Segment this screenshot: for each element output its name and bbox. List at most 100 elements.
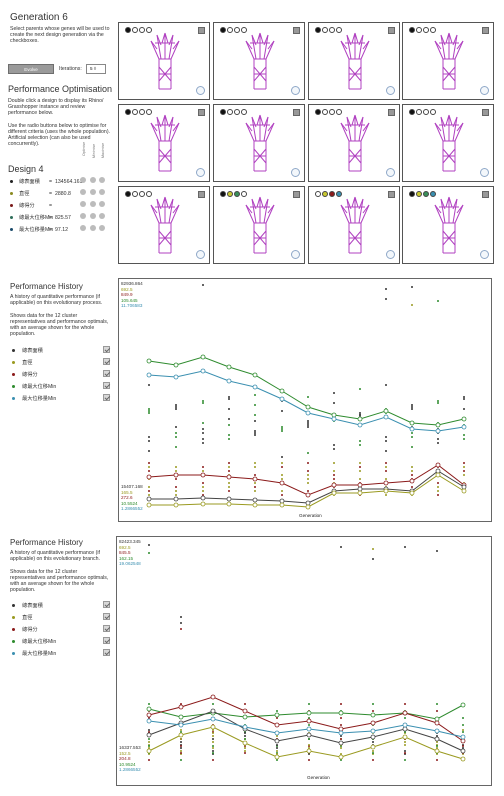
select-checkbox[interactable] bbox=[293, 27, 300, 34]
select-checkbox[interactable] bbox=[198, 191, 205, 198]
scatter-point bbox=[148, 462, 150, 464]
optimise-radio[interactable] bbox=[80, 189, 86, 195]
scatter-point bbox=[437, 442, 439, 444]
design-card[interactable] bbox=[118, 186, 210, 264]
scatter-point bbox=[281, 426, 283, 428]
series-marker bbox=[305, 410, 311, 416]
optimise-radio[interactable] bbox=[80, 177, 86, 183]
legend-label: 總表面積 bbox=[22, 603, 43, 609]
scatter-point bbox=[254, 414, 256, 416]
maximise-radio[interactable] bbox=[99, 225, 105, 231]
legend-checkbox[interactable] bbox=[103, 637, 110, 644]
select-checkbox[interactable] bbox=[198, 27, 205, 34]
scatter-point bbox=[463, 396, 465, 398]
select-checkbox[interactable] bbox=[482, 191, 489, 198]
view-icon[interactable] bbox=[480, 168, 489, 177]
design-structure-icon bbox=[434, 114, 464, 172]
design-structure-icon bbox=[340, 196, 370, 254]
series-marker bbox=[435, 428, 441, 434]
series-marker bbox=[305, 492, 311, 498]
maximise-radio[interactable] bbox=[99, 213, 105, 219]
select-checkbox[interactable] bbox=[293, 109, 300, 116]
view-icon[interactable] bbox=[196, 250, 205, 259]
optimise-radio[interactable] bbox=[80, 213, 86, 219]
select-checkbox[interactable] bbox=[293, 191, 300, 198]
legend-checkbox[interactable] bbox=[103, 649, 110, 656]
scatter-point bbox=[180, 703, 182, 705]
minimise-radio[interactable] bbox=[90, 189, 96, 195]
metric-equals: = bbox=[49, 215, 53, 221]
evolve-button[interactable]: Evolve bbox=[8, 64, 54, 74]
history2-chart: 82423.345 692.5 845.5 162.15 19.062548 16337… bbox=[116, 536, 492, 786]
scatter-point bbox=[385, 298, 387, 300]
maximise-radio[interactable] bbox=[99, 177, 105, 183]
legend-checkbox[interactable] bbox=[103, 382, 110, 389]
series-marker bbox=[434, 720, 440, 726]
maximise-radio[interactable] bbox=[99, 201, 105, 207]
scatter-point bbox=[212, 738, 214, 740]
view-icon[interactable] bbox=[196, 168, 205, 177]
legend-checkbox[interactable] bbox=[103, 625, 110, 632]
status-dot bbox=[234, 109, 240, 115]
minimise-radio[interactable] bbox=[90, 225, 96, 231]
minimise-radio[interactable] bbox=[90, 201, 96, 207]
scatter-point bbox=[385, 494, 387, 496]
axis-value-label: 849.9 bbox=[121, 292, 133, 297]
optimise-radio[interactable] bbox=[80, 201, 86, 207]
minimise-radio[interactable] bbox=[90, 177, 96, 183]
view-icon[interactable] bbox=[480, 86, 489, 95]
view-icon[interactable] bbox=[291, 168, 300, 177]
legend-checkbox[interactable] bbox=[103, 358, 110, 365]
series-marker bbox=[252, 497, 258, 503]
legend-checkbox[interactable] bbox=[103, 613, 110, 620]
design-card[interactable] bbox=[118, 22, 210, 100]
select-checkbox[interactable] bbox=[388, 191, 395, 198]
scatter-point bbox=[437, 486, 439, 488]
scatter-point bbox=[254, 462, 256, 464]
legend-checkbox[interactable] bbox=[103, 601, 110, 608]
design-card[interactable] bbox=[308, 22, 400, 100]
select-checkbox[interactable] bbox=[388, 109, 395, 116]
view-icon[interactable] bbox=[196, 86, 205, 95]
select-checkbox[interactable] bbox=[198, 109, 205, 116]
status-dot bbox=[146, 109, 152, 115]
design-card[interactable] bbox=[308, 186, 400, 264]
col-header-minimise: Minimise bbox=[92, 143, 96, 158]
scatter-point bbox=[254, 432, 256, 434]
view-icon[interactable] bbox=[480, 250, 489, 259]
view-icon[interactable] bbox=[386, 250, 395, 259]
view-icon[interactable] bbox=[386, 168, 395, 177]
design-card[interactable] bbox=[402, 22, 494, 100]
view-icon[interactable] bbox=[291, 250, 300, 259]
legend-checkbox[interactable] bbox=[103, 346, 110, 353]
design-card[interactable] bbox=[118, 104, 210, 182]
design-card[interactable] bbox=[402, 186, 494, 264]
maximise-radio[interactable] bbox=[99, 189, 105, 195]
series-marker bbox=[226, 364, 232, 370]
series-marker bbox=[146, 706, 152, 712]
scatter-point bbox=[359, 462, 361, 464]
scatter-point bbox=[462, 745, 464, 747]
optimise-radio[interactable] bbox=[80, 225, 86, 231]
scatter-point bbox=[254, 404, 256, 406]
status-dot bbox=[125, 27, 131, 33]
select-checkbox[interactable] bbox=[482, 27, 489, 34]
design-card[interactable] bbox=[213, 186, 305, 264]
design-card[interactable] bbox=[402, 104, 494, 182]
history2-title: Performance History bbox=[10, 538, 83, 547]
select-checkbox[interactable] bbox=[482, 109, 489, 116]
scatter-point bbox=[462, 724, 464, 726]
view-icon[interactable] bbox=[291, 86, 300, 95]
minimise-radio[interactable] bbox=[90, 213, 96, 219]
design-card[interactable] bbox=[213, 22, 305, 100]
scatter-point bbox=[307, 396, 309, 398]
iterations-stepper[interactable]: 5 ◊ bbox=[86, 64, 106, 74]
legend-checkbox[interactable] bbox=[103, 370, 110, 377]
legend-label: 總最大位移Min bbox=[22, 639, 57, 645]
metric-value: 134564.161 bbox=[55, 179, 83, 185]
legend-checkbox[interactable] bbox=[103, 394, 110, 401]
design-card[interactable] bbox=[213, 104, 305, 182]
select-checkbox[interactable] bbox=[388, 27, 395, 34]
view-icon[interactable] bbox=[386, 86, 395, 95]
design-card[interactable] bbox=[308, 104, 400, 182]
